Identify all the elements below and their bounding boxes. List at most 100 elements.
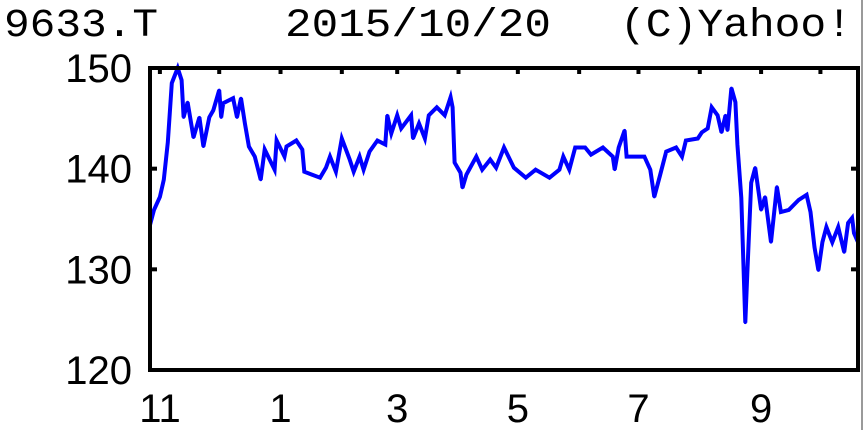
data-point: [318, 176, 322, 180]
data-point: [263, 148, 267, 152]
data-point: [710, 105, 714, 109]
data-point: [166, 140, 170, 144]
data-point: [170, 81, 174, 85]
data-point: [512, 166, 516, 170]
data-point: [502, 146, 506, 150]
data-point: [797, 198, 801, 202]
data-point: [480, 168, 484, 172]
data-point: [696, 136, 700, 140]
data-point: [219, 115, 223, 119]
data-point: [720, 130, 724, 134]
y-tick-label: 120: [65, 349, 132, 393]
data-point: [243, 121, 247, 125]
x-axis: 11 1 3 5 7 9: [139, 68, 823, 430]
data-point: [787, 208, 791, 212]
data-point: [348, 158, 352, 162]
data-point: [674, 146, 678, 150]
data-point: [273, 168, 277, 172]
x-tick-label: 11: [139, 387, 181, 430]
data-point: [830, 240, 834, 244]
data-point: [239, 96, 243, 100]
data-point: [706, 126, 710, 130]
data-point: [623, 128, 627, 132]
data-point: [449, 95, 453, 99]
data-point: [557, 168, 561, 172]
data-point: [700, 130, 704, 134]
data-point: [247, 145, 251, 149]
data-point: [395, 113, 399, 117]
data-point: [340, 136, 344, 140]
data-point: [743, 321, 747, 325]
y-axis: 150 140 130 120: [65, 47, 858, 393]
data-point: [567, 168, 571, 172]
data-point: [389, 131, 393, 135]
data-point: [186, 100, 190, 104]
data-point: [282, 155, 286, 159]
data-point: [211, 108, 215, 112]
data-point: [561, 155, 565, 159]
data-point: [759, 208, 763, 212]
data-point: [642, 155, 646, 159]
data-point: [460, 186, 464, 190]
data-point: [488, 158, 492, 162]
data-point: [684, 138, 688, 142]
data-point: [812, 245, 816, 249]
data-point: [443, 113, 447, 117]
data-point: [494, 166, 498, 170]
ticker-symbol: 9633.T: [4, 4, 158, 49]
data-point: [745, 271, 749, 275]
data-point: [259, 178, 263, 182]
y-tick-label: 140: [65, 148, 132, 192]
data-point: [573, 146, 577, 150]
x-tick-label: 9: [750, 387, 772, 430]
data-point: [652, 195, 656, 199]
data-point: [779, 210, 783, 214]
data-point: [358, 155, 362, 159]
data-point: [152, 208, 156, 212]
data-point: [611, 155, 615, 159]
data-point: [846, 221, 850, 225]
data-point: [324, 166, 328, 170]
data-point: [162, 178, 166, 182]
data-point: [524, 176, 528, 180]
data-point: [411, 136, 415, 140]
x-tick-label: 3: [386, 387, 408, 430]
x-tick-label: 5: [507, 387, 529, 430]
data-point: [362, 168, 366, 172]
data-point: [658, 173, 662, 177]
data-point: [284, 145, 288, 149]
data-point: [749, 181, 753, 185]
x-tick-label: 7: [627, 387, 649, 430]
plot-frame: [148, 66, 860, 372]
data-point: [733, 100, 737, 104]
data-point: [547, 176, 551, 180]
y-tick-label: 130: [65, 248, 132, 292]
data-point: [417, 121, 421, 125]
data-point: [192, 135, 196, 139]
data-point: [423, 136, 427, 140]
data-point: [739, 196, 743, 200]
data-point: [805, 193, 809, 197]
data-point: [409, 113, 413, 117]
data-point: [253, 155, 257, 159]
data-point: [207, 115, 211, 119]
data-point: [231, 96, 235, 100]
data-point: [458, 171, 462, 175]
data-point: [725, 128, 729, 132]
data-point: [842, 250, 846, 254]
data-point: [302, 170, 306, 174]
data-point: [294, 138, 298, 142]
y-tick-label: 150: [65, 47, 132, 91]
window-edge: [861, 0, 863, 430]
data-point: [613, 168, 617, 172]
data-point: [201, 145, 205, 149]
data-point: [383, 143, 387, 147]
data-point: [809, 210, 813, 214]
data-point: [625, 155, 629, 159]
data-point: [451, 105, 455, 109]
chart-date: 2015/10/20: [285, 4, 551, 49]
data-point: [474, 155, 478, 159]
data-point: [435, 105, 439, 109]
data-point: [182, 115, 186, 119]
data-point: [836, 225, 840, 229]
